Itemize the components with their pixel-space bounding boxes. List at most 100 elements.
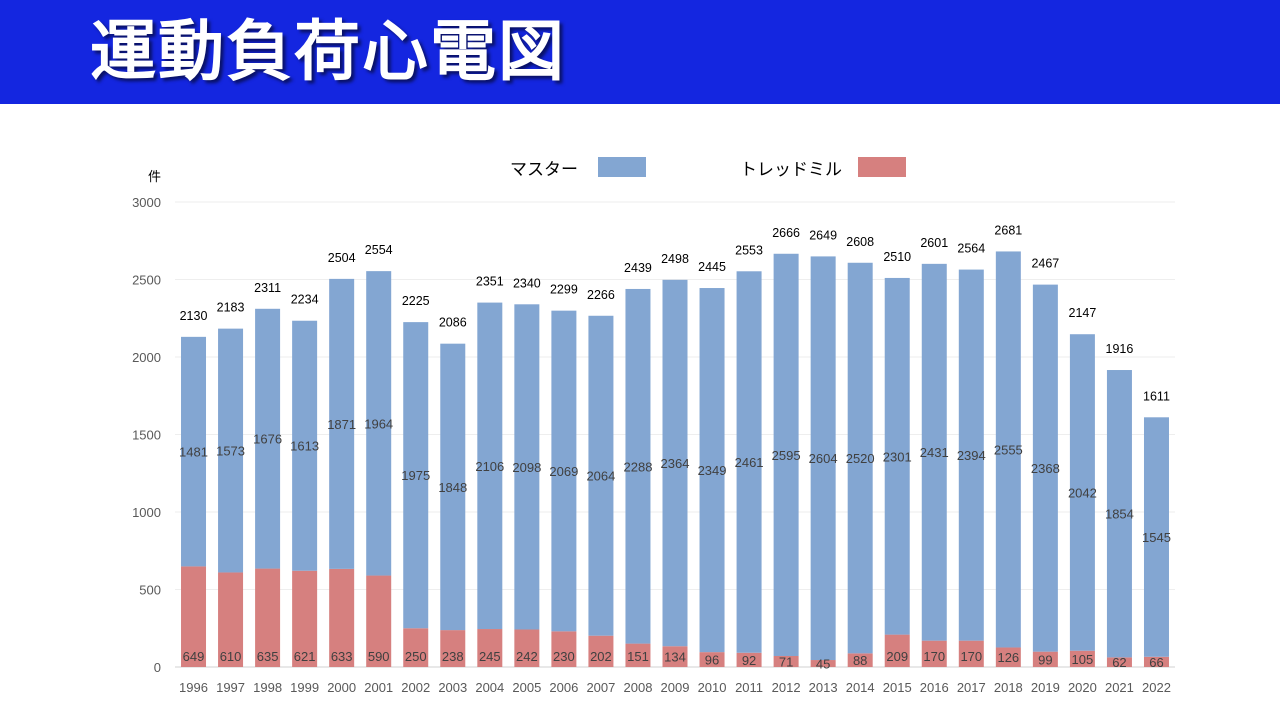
data-label-treadmill: 202: [590, 649, 612, 664]
bar-master: [958, 269, 984, 641]
data-label-total: 2553: [735, 243, 763, 257]
data-label-treadmill: 170: [923, 649, 945, 664]
x-tick-label: 2000: [327, 680, 356, 695]
bar-treadmill: [218, 572, 244, 667]
bar-treadmill: [181, 566, 207, 667]
bar-master: [477, 302, 503, 630]
bar-master: [514, 304, 540, 630]
bar-treadmill: [1069, 650, 1095, 667]
data-label-total: 2086: [439, 316, 467, 330]
bar-treadmill: [329, 568, 355, 667]
bar-treadmill: [1032, 651, 1058, 667]
data-label-total: 2498: [661, 252, 689, 266]
bar-master: [292, 320, 318, 571]
data-label-master: 2555: [994, 442, 1023, 457]
data-label-master: 1871: [327, 417, 356, 432]
data-label-treadmill: 105: [1072, 652, 1094, 667]
bar-treadmill: [958, 640, 984, 667]
data-label-total: 2266: [587, 288, 615, 302]
data-label-treadmill: 649: [183, 649, 205, 664]
legend-swatch-treadmill: [858, 157, 906, 177]
x-tick-label: 2006: [549, 680, 578, 695]
data-label-total: 2554: [365, 243, 393, 257]
y-tick-label: 0: [154, 660, 161, 675]
data-label-total: 2147: [1069, 306, 1097, 320]
bar-master: [662, 279, 688, 647]
data-label-treadmill: 96: [705, 653, 719, 668]
y-tick-label: 1000: [132, 505, 161, 520]
bar-treadmill: [366, 575, 392, 667]
data-label-master: 2364: [661, 456, 690, 471]
data-label-master: 2106: [475, 459, 504, 474]
x-tick-label: 2012: [772, 680, 801, 695]
data-label-total: 2608: [846, 235, 874, 249]
bar-master: [995, 251, 1021, 648]
bar-master: [847, 262, 873, 654]
bar-master: [440, 343, 466, 631]
bar-master: [773, 253, 799, 656]
data-label-total: 2510: [883, 250, 911, 264]
x-tick-label: 1996: [179, 680, 208, 695]
data-label-master: 1964: [364, 416, 393, 431]
x-tick-label: 2013: [809, 680, 838, 695]
data-label-treadmill: 92: [742, 653, 756, 668]
data-label-master: 2431: [920, 445, 949, 460]
data-label-treadmill: 209: [886, 649, 908, 664]
page-title: 運動負荷心電図: [90, 13, 566, 90]
data-label-total: 1611: [1143, 389, 1170, 403]
data-label-master: 2349: [698, 463, 727, 478]
bar-master: [625, 288, 651, 644]
bar-master: [588, 315, 614, 636]
bar-treadmill: [773, 655, 799, 667]
data-label-treadmill: 230: [553, 649, 575, 664]
y-tick-label: 500: [139, 583, 161, 598]
data-label-total: 2130: [180, 309, 208, 323]
bar-treadmill: [588, 635, 614, 667]
bar-master: [403, 322, 429, 629]
data-label-treadmill: 238: [442, 649, 464, 664]
x-tick-label: 2001: [364, 680, 393, 695]
bar-master: [1143, 417, 1169, 657]
y-tick-label: 3000: [132, 195, 161, 210]
x-tick-label: 1999: [290, 680, 319, 695]
data-label-treadmill: 71: [779, 654, 793, 669]
bar-treadmill: [1106, 657, 1132, 667]
bar-treadmill: [810, 660, 836, 667]
x-tick-label: 2004: [475, 680, 504, 695]
data-label-master: 1613: [290, 439, 319, 454]
data-label-total: 2311: [254, 281, 281, 295]
data-label-master: 1676: [253, 432, 282, 447]
x-tick-label: 2007: [586, 680, 615, 695]
x-tick-label: 2011: [735, 680, 763, 695]
data-label-treadmill: 242: [516, 649, 538, 664]
data-label-total: 2504: [328, 251, 356, 265]
data-label-total: 2225: [402, 294, 430, 308]
bar-treadmill: [662, 646, 688, 667]
data-label-total: 2445: [698, 260, 726, 274]
x-tick-label: 2017: [957, 680, 986, 695]
x-tick-label: 2010: [698, 680, 727, 695]
data-label-master: 1854: [1105, 507, 1134, 522]
data-label-master: 2042: [1068, 485, 1097, 500]
bar-treadmill: [1143, 656, 1169, 667]
x-tick-label: 2002: [401, 680, 430, 695]
legend-swatch-master: [598, 157, 646, 177]
bar-treadmill: [625, 643, 651, 667]
bar-treadmill: [921, 640, 947, 667]
data-label-total: 2666: [772, 226, 800, 240]
data-label-treadmill: 621: [294, 649, 316, 664]
bar-treadmill: [551, 631, 577, 667]
x-tick-label: 2016: [920, 680, 949, 695]
bar-treadmill: [884, 634, 910, 667]
data-label-total: 2299: [550, 283, 578, 297]
y-axis-unit: 件: [148, 170, 162, 185]
data-label-treadmill: 633: [331, 649, 353, 664]
bar-master: [329, 278, 355, 569]
bar-treadmill: [255, 568, 281, 667]
x-tick-label: 2005: [512, 680, 541, 695]
data-label-total: 2234: [291, 293, 319, 307]
data-label-master: 2368: [1031, 461, 1060, 476]
x-tick-label: 2014: [846, 680, 875, 695]
data-label-treadmill: 635: [257, 649, 279, 664]
